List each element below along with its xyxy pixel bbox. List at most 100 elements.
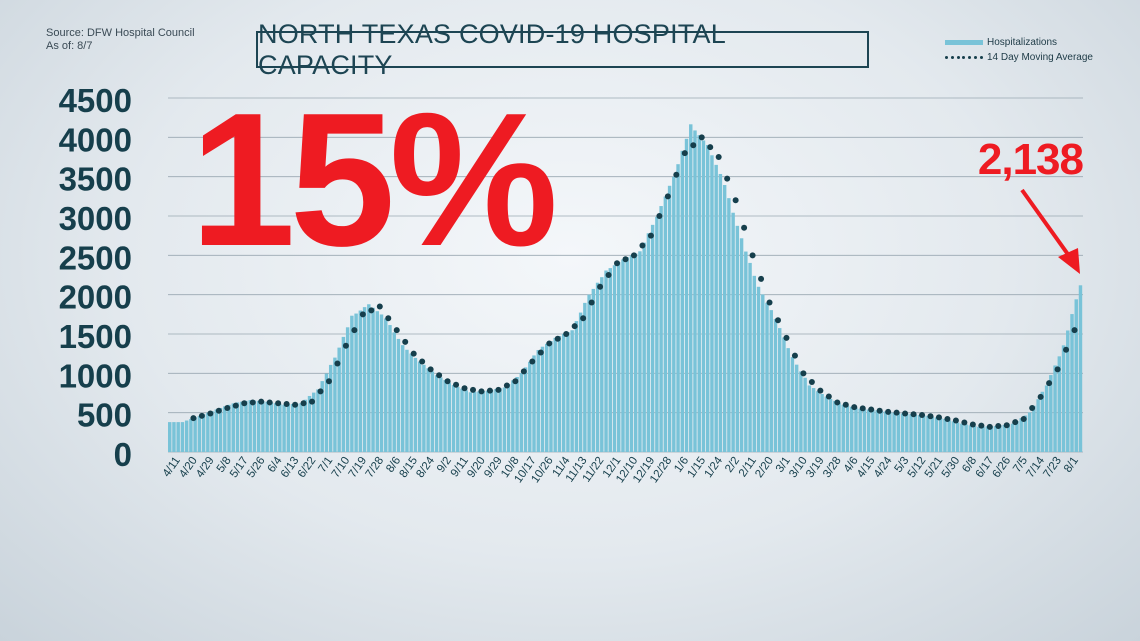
moving-average-point: [690, 142, 697, 149]
moving-average-point: [935, 414, 942, 421]
hospitalization-bar: [485, 390, 490, 452]
moving-average-point: [207, 410, 214, 417]
hospitalization-bar: [303, 399, 307, 452]
hospitalization-bar: [1074, 299, 1078, 452]
hospitalization-bar: [892, 412, 896, 452]
hospitalization-bar: [888, 412, 892, 452]
moving-average-point: [1046, 380, 1053, 387]
hospitalization-bar: [396, 338, 401, 452]
hospitalization-bar: [324, 373, 329, 452]
x-tick-label: 8/15: [397, 455, 420, 480]
moving-average-point: [1029, 404, 1036, 411]
moving-average-point: [571, 323, 578, 330]
hospitalization-bar: [439, 377, 443, 452]
hospitalization-bar: [994, 426, 998, 452]
moving-average-point: [681, 150, 688, 157]
hospitalization-bar: [824, 396, 829, 452]
hospitalization-bar: [197, 415, 202, 452]
moving-average-point: [520, 368, 527, 375]
hospitalization-bar: [434, 375, 439, 452]
moving-average-point: [647, 232, 654, 239]
hospitalization-bar: [265, 401, 269, 452]
x-tick-label: 3/28: [821, 455, 844, 480]
moving-average-point: [605, 272, 612, 278]
hospitalization-bar: [752, 275, 757, 452]
moving-average-point: [783, 334, 790, 341]
hospitalization-bar: [1032, 405, 1036, 452]
hospitalization-bar: [735, 225, 740, 452]
x-tick-label: 9/20: [465, 455, 488, 480]
hospitalization-bar: [934, 417, 939, 452]
moving-average-point: [1020, 415, 1027, 422]
moving-average-point: [325, 378, 332, 385]
moving-average-point: [961, 419, 968, 426]
hospitalization-bar: [680, 150, 685, 452]
hospitalization-bar: [409, 353, 413, 452]
moving-average-point: [639, 242, 646, 249]
hospitalization-bar: [807, 385, 812, 452]
hospitalization-bar: [282, 404, 286, 452]
hospitalization-bar: [417, 361, 422, 452]
hospitalization-bar: [799, 371, 803, 452]
hospitalization-bar: [1049, 375, 1053, 452]
hospitalization-bar: [896, 413, 901, 452]
moving-average-point: [317, 388, 324, 395]
moving-average-point: [342, 342, 349, 349]
hospitalization-bar: [765, 302, 769, 452]
hospitalization-bar: [1078, 285, 1083, 452]
moving-average-point: [537, 349, 544, 356]
hospitalization-bar: [883, 411, 888, 452]
hospitalization-bar: [672, 176, 676, 452]
hospitalization-bar: [223, 406, 227, 452]
hospitalization-bar: [998, 425, 1002, 452]
hospitalization-bar: [951, 421, 956, 452]
percent-callout: 15%: [190, 74, 553, 286]
hospitalization-bar: [727, 198, 731, 452]
hospitalization-bar: [782, 337, 786, 452]
y-tick-label: 4500: [59, 82, 132, 119]
y-tick-label: 3000: [59, 200, 132, 237]
moving-average-point: [461, 385, 468, 392]
callout-arrow: [1020, 188, 1080, 274]
hospitalization-bar: [854, 407, 858, 452]
moving-average-point: [275, 400, 282, 407]
hospitalization-bar: [756, 286, 761, 452]
hospitalization-bar: [231, 403, 235, 452]
moving-average-point: [876, 407, 883, 414]
x-tick-label: 7/19: [347, 455, 370, 480]
hospitalization-bar: [778, 328, 782, 452]
moving-average-point: [1071, 327, 1078, 334]
moving-average-point: [919, 412, 926, 419]
moving-average-point: [927, 413, 934, 420]
hospitalization-bar: [816, 391, 820, 452]
hospitalization-bar: [689, 124, 693, 452]
hospitalization-bar: [392, 332, 396, 452]
moving-average-point: [758, 275, 765, 282]
moving-average-point: [266, 399, 273, 406]
hospitalization-bar: [722, 185, 727, 452]
hospitalization-bar: [506, 384, 511, 452]
hospitalization-bar: [494, 389, 498, 452]
hospitalization-bar: [371, 307, 375, 452]
x-tick-label: 7/10: [330, 455, 353, 480]
moving-average-point: [427, 366, 434, 373]
hospitalization-bar: [201, 414, 206, 452]
hospitalization-bar: [761, 294, 765, 452]
hospitalization-bar: [714, 164, 718, 452]
hospitalization-bar: [354, 313, 358, 452]
hospitalization-bar: [388, 325, 392, 452]
y-tick-label: 1500: [59, 318, 132, 355]
moving-average-point: [749, 252, 756, 259]
x-tick-label: 2/20: [753, 455, 776, 480]
x-tick-label: 5/21: [923, 455, 946, 480]
hospitalization-bar: [1015, 420, 1019, 452]
hospitalization-bar: [532, 355, 536, 452]
moving-average-point: [215, 407, 222, 414]
hospitalization-bar: [938, 418, 943, 452]
hospitalization-bar: [900, 413, 905, 452]
moving-average-point: [825, 393, 832, 400]
hospitalization-bar: [608, 268, 612, 452]
y-tick-label: 3500: [59, 161, 132, 198]
moving-average-point: [503, 382, 510, 389]
x-tick-label: 3/19: [804, 455, 827, 480]
